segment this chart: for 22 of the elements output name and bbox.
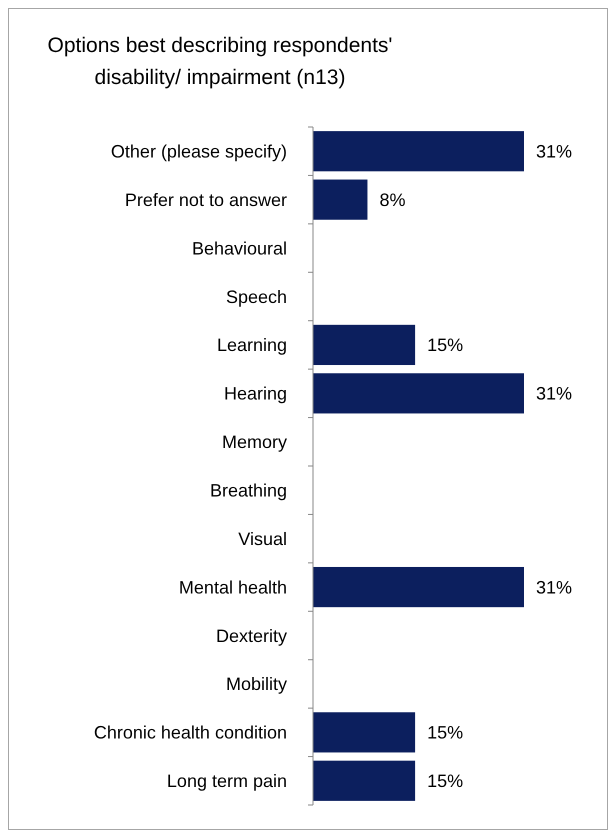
y-tick-label: Chronic health condition [94,722,287,743]
y-tick-label: Visual [238,528,287,549]
data-label: 15% [427,335,464,356]
y-tick-label: Learning [216,335,287,356]
data-label: 15% [427,771,464,792]
y-tick-label: Other (please specify) [110,142,287,162]
y-tick-label: Mobility [226,674,287,694]
y-tick-label: Dexterity [216,626,287,646]
data-label: 15% [427,722,464,743]
data-label: 31% [536,577,572,598]
y-tick-label: Memory [222,432,287,452]
data-label: 31% [536,142,572,162]
y-tick-label: Hearing [224,384,287,404]
y-tick-label: Behavioural [192,238,287,258]
data-label: 8% [379,190,406,210]
y-tick-label: Prefer not to answer [124,190,287,210]
data-label: 31% [536,384,572,404]
y-tick-label: Mental health [178,577,287,598]
chart-title: Options best describing respondents' disability/ impairment (n13) [48,34,392,89]
y-tick-label: Long term pain [166,771,287,792]
y-tick-label: Speech [226,286,287,307]
y-tick-label: Breathing [210,480,287,501]
